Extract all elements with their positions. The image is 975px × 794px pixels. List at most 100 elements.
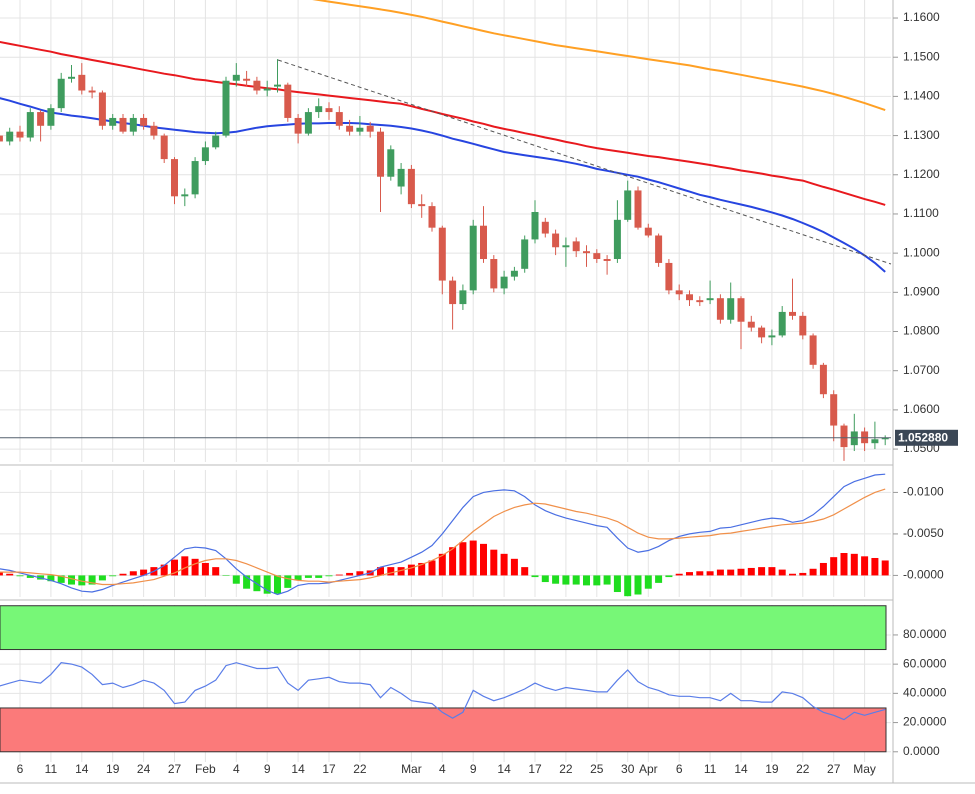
candle-body <box>140 117 148 126</box>
candle-body <box>150 125 158 136</box>
histogram-bar <box>716 569 724 576</box>
histogram-bar <box>675 573 683 576</box>
labels: 6 11 14 19 24 27 Feb 4 9 14 17 22 Mar 4 9 14 17 22 25 30 Apr… <box>17 10 958 776</box>
candle-body <box>377 131 384 177</box>
histogram-bar <box>531 575 539 578</box>
candle-body <box>613 219 621 260</box>
x-tick-label: 25 <box>590 762 604 776</box>
histogram-bar <box>171 559 178 576</box>
candle-body <box>387 149 395 177</box>
histogram-bar <box>778 569 786 576</box>
candle-body <box>397 168 405 187</box>
candle-body <box>572 241 580 252</box>
candle-body <box>418 204 426 207</box>
last-price-label: 1.052880 <box>898 430 948 444</box>
y-tick-label: 1.1400 <box>903 89 940 103</box>
candle-body <box>47 108 55 126</box>
candle-body <box>325 108 333 113</box>
histogram-bar <box>16 575 24 577</box>
histogram-bar <box>284 575 292 588</box>
y-tick-label: 80.0000 <box>903 627 947 641</box>
candle-body <box>531 211 539 240</box>
x-tick-label: 6 <box>676 762 683 776</box>
histogram-bar <box>593 575 601 586</box>
histogram-bar <box>634 575 642 595</box>
histogram-bar <box>181 556 189 576</box>
histogram-bar <box>47 575 55 582</box>
histogram-bar <box>480 543 487 576</box>
candle-body <box>686 294 693 301</box>
candle-body <box>263 88 271 91</box>
histogram-bar <box>325 575 333 577</box>
candle-body <box>109 117 117 126</box>
candle-body <box>469 225 477 291</box>
y-tick-label: 1.0900 <box>903 284 940 298</box>
x-tick-label: 14 <box>497 762 511 776</box>
candle-body <box>181 194 189 197</box>
macd-panel <box>0 473 889 597</box>
candle-body <box>830 394 838 426</box>
y-tick-label: 1.0700 <box>903 363 940 377</box>
histogram-bar <box>315 575 323 578</box>
y-tick-label: 60.0000 <box>903 656 947 670</box>
candle-body <box>799 315 807 336</box>
candle-body <box>294 117 302 134</box>
candle-body <box>603 259 611 261</box>
x-tick-label: 4 <box>439 762 446 776</box>
histogram-bar <box>160 564 168 576</box>
histogram-bar <box>0 572 3 576</box>
histogram-bar <box>541 575 549 583</box>
histogram-bar <box>274 575 281 594</box>
histogram-bar <box>500 553 508 576</box>
candle-body <box>98 92 106 126</box>
candle-body <box>68 76 75 79</box>
y-tick-label: 40.0000 <box>903 686 947 700</box>
histogram-bar <box>583 575 590 586</box>
histogram-bar <box>397 567 405 576</box>
trend-line <box>277 59 892 265</box>
candle-body <box>541 221 549 234</box>
candle-body <box>315 106 323 113</box>
histogram-bar <box>510 558 518 576</box>
histogram-bar <box>119 573 127 576</box>
candle-body <box>521 239 529 269</box>
candle-body <box>407 168 415 205</box>
y-tick-label: -0.0100 <box>903 485 944 499</box>
candle-body <box>356 127 364 132</box>
x-tick-label: 17 <box>322 762 336 776</box>
histogram-bar <box>799 572 807 576</box>
x-tick-label: 17 <box>528 762 542 776</box>
histogram-bar <box>881 560 889 576</box>
x-tick-label: 14 <box>734 762 748 776</box>
y-tick-label: -0.0000 <box>903 568 944 582</box>
candle-body <box>459 290 467 305</box>
candle-body <box>366 125 374 132</box>
candle-body <box>253 80 261 91</box>
histogram-bar <box>603 575 611 585</box>
histogram-bar <box>232 575 240 584</box>
histogram-bar <box>222 575 230 576</box>
x-tick-label: 11 <box>704 762 717 776</box>
histogram-bar <box>335 574 343 576</box>
line-series <box>312 0 886 112</box>
candle-body <box>789 311 796 316</box>
histogram-bar <box>407 564 415 576</box>
y-tick-label: -0.0050 <box>903 526 944 540</box>
candle-body <box>0 135 3 142</box>
candle-body <box>26 112 34 138</box>
candle-body <box>88 90 96 93</box>
histogram-bar <box>191 558 199 576</box>
candle-body <box>284 84 292 118</box>
candle-body <box>778 311 786 336</box>
y-tick-label: 20.0000 <box>903 715 947 729</box>
histogram-bar <box>747 567 755 576</box>
candle-body <box>562 245 570 248</box>
x-tick-label: 9 <box>470 762 477 776</box>
histogram-bar <box>459 542 467 576</box>
line-series <box>0 97 886 273</box>
rsi-band <box>0 707 887 753</box>
histogram-bar <box>706 571 714 576</box>
candle-body <box>37 112 45 126</box>
candle-body <box>809 335 817 365</box>
